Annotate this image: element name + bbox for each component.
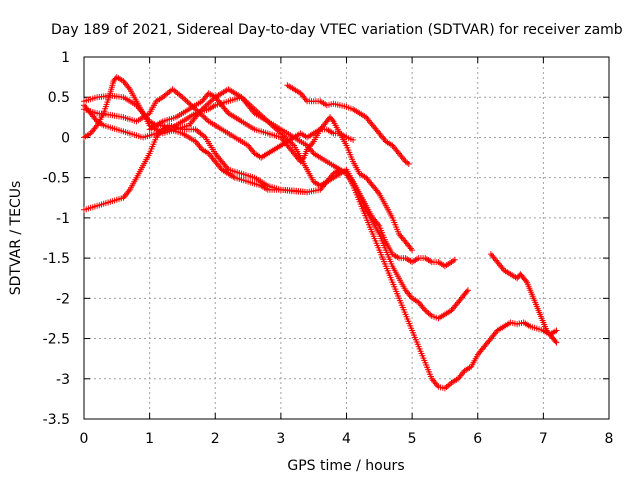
- x-tick-label: 2: [211, 431, 220, 447]
- data-point: [552, 338, 559, 345]
- y-tick-labels: 1 0.5 0 -0.5 -1 -1.5 -2 -2.5 -3 -3.5: [43, 50, 70, 428]
- series-line: [83, 88, 469, 320]
- data-point: [451, 256, 458, 263]
- chart-title: Day 189 of 2021, Sidereal Day-to-day VTE…: [51, 22, 623, 38]
- series-line: [83, 124, 557, 390]
- grid-layer: [84, 57, 609, 419]
- x-tick-label: 8: [605, 431, 614, 447]
- series-track-4: [81, 74, 311, 196]
- data-point: [553, 339, 560, 346]
- x-tick-label: 6: [473, 431, 482, 447]
- tick-layer: [83, 56, 610, 420]
- series-track-1: [81, 122, 560, 392]
- data-point: [553, 327, 560, 334]
- data-point: [329, 117, 336, 123]
- series-layer: [81, 74, 560, 392]
- data-point: [405, 161, 412, 167]
- x-tick-label: 7: [539, 431, 548, 447]
- data-point: [409, 247, 416, 254]
- series-track-6: [146, 90, 416, 254]
- data-point: [464, 287, 471, 294]
- data-point: [463, 288, 470, 295]
- x-tick-label: 3: [276, 431, 285, 447]
- data-point: [304, 189, 311, 196]
- x-axis-label: GPS time / hours: [287, 458, 404, 474]
- series-track-7: [284, 82, 412, 167]
- y-tick-label: -1: [56, 211, 70, 227]
- x-tick-label: 1: [145, 431, 154, 447]
- y-tick-label: 1: [61, 50, 70, 66]
- data-point: [299, 155, 306, 162]
- y-tick-label: -0.5: [43, 171, 70, 187]
- y-tick-label: 0: [61, 130, 70, 146]
- x-tick-label: 4: [342, 431, 351, 447]
- y-tick-label: -3: [56, 372, 70, 388]
- y-tick-label: 0.5: [48, 90, 70, 106]
- series-track-2: [81, 86, 471, 322]
- y-tick-label: -3.5: [43, 412, 70, 428]
- data-point: [350, 136, 357, 143]
- data-point: [522, 277, 529, 284]
- y-tick-label: -2: [56, 291, 70, 307]
- y-axis-label: SDTVAR / TECUs: [8, 181, 24, 296]
- x-tick-labels: 0 1 2 3 4 5 6 7 8: [80, 431, 614, 447]
- x-tick-label: 5: [408, 431, 417, 447]
- x-tick-label: 0: [80, 431, 89, 447]
- series-track-8: [487, 251, 560, 346]
- y-tick-label: -2.5: [43, 332, 70, 348]
- y-tick-label: -1.5: [43, 251, 70, 267]
